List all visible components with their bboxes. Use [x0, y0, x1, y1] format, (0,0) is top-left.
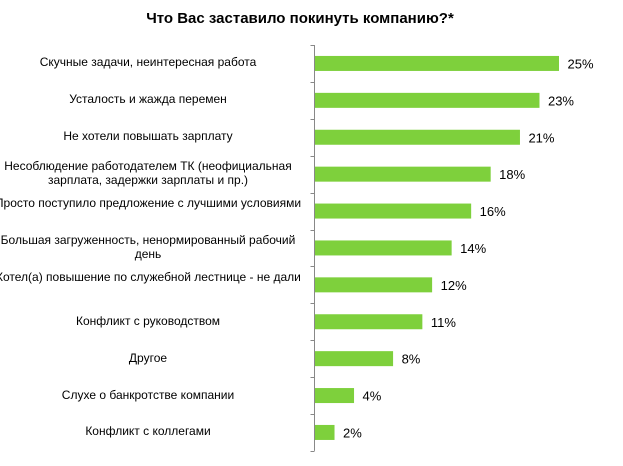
chart-title: Что Вас заставило покинуть компанию?* — [146, 10, 454, 27]
category-label: Другое — [128, 350, 168, 365]
bar — [315, 388, 355, 404]
data-label: 8% — [402, 352, 421, 367]
category-label: Скучные задачи, неинтересная работа — [39, 55, 257, 70]
bar — [315, 314, 423, 330]
bar — [315, 351, 394, 367]
bar — [315, 240, 452, 256]
category-label: Просто поступило предложение с лучшими у… — [0, 196, 302, 211]
data-label: 4% — [363, 389, 382, 404]
category-label: Конфликт с руководством — [75, 313, 221, 328]
bar — [315, 277, 433, 293]
bar — [315, 129, 520, 145]
category-label: Конфликт с коллегами — [85, 424, 211, 439]
data-label: 21% — [528, 130, 554, 145]
bar — [315, 166, 491, 182]
data-label: 16% — [480, 204, 506, 219]
data-label: 12% — [441, 278, 467, 293]
data-label: 18% — [499, 167, 525, 182]
category-label: Не хотели повышать зарплату — [63, 129, 233, 144]
data-label: 25% — [568, 56, 594, 71]
data-label: 14% — [460, 241, 486, 256]
bar — [315, 55, 559, 71]
data-label: 23% — [548, 93, 574, 108]
bar — [315, 92, 540, 108]
category-label: Усталость и жажда перемен — [69, 92, 227, 107]
data-label: 11% — [431, 315, 456, 330]
category-label: Большая загруженность, ненормированный р… — [0, 232, 296, 261]
data-label: 2% — [343, 425, 362, 440]
category-label: Несоблюдение работодателем ТК (неофициал… — [4, 159, 292, 188]
category-label: Хотел(а) повышение по служебной лестнице… — [0, 269, 301, 284]
bar — [315, 203, 472, 219]
bar — [315, 424, 335, 440]
category-label: Слухе о банкротстве компании — [61, 387, 235, 402]
